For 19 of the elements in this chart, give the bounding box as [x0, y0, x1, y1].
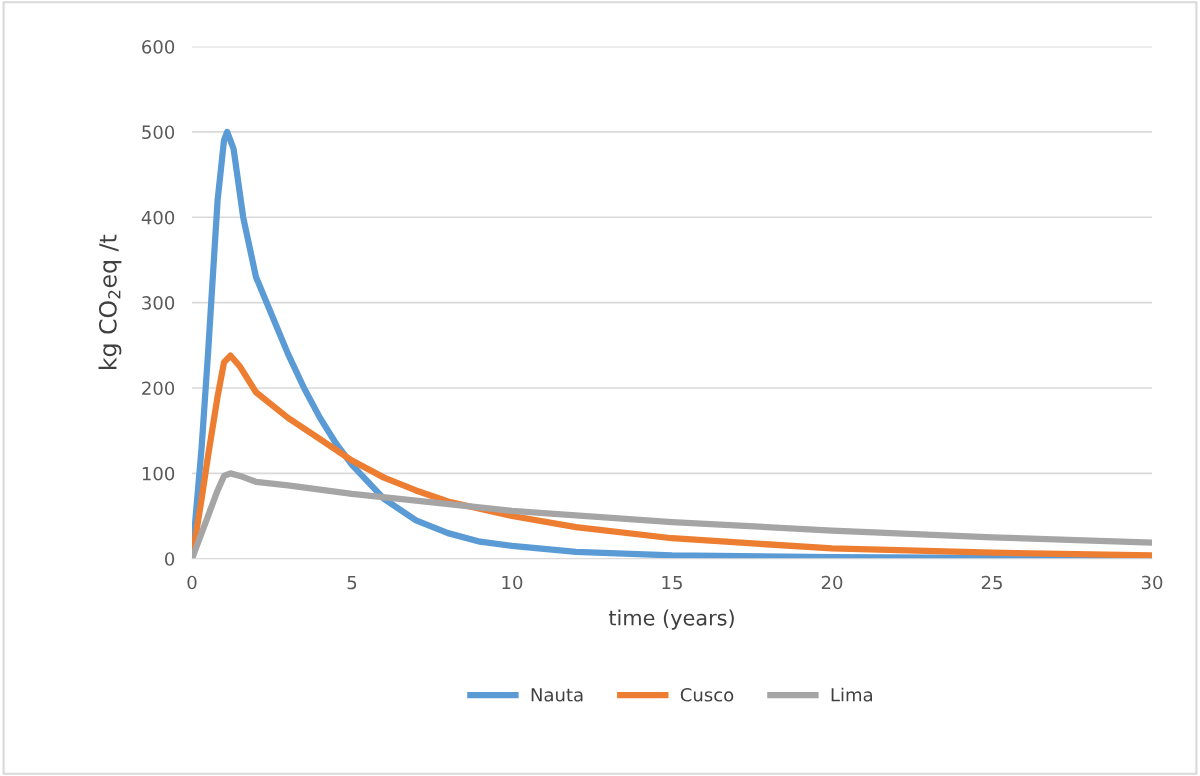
y-tick-label: 100 [142, 466, 175, 481]
y-tick-label: 0 [165, 552, 175, 566]
y-tick-label: 500 [142, 125, 175, 140]
x-tick-label: 5 [347, 575, 357, 590]
x-tick-label: 20 [821, 575, 843, 590]
x-tick-label: 25 [981, 575, 1002, 590]
legend-label: Nauta [531, 688, 583, 702]
legend-label: Lima [831, 687, 873, 702]
x-tick-label: 0 [187, 575, 197, 590]
y-axis-title: kg CO$_{2}$eq /t [98, 234, 122, 369]
y-tick-label: 600 [142, 40, 175, 54]
y-tick-label: 300 [142, 296, 175, 310]
legend-label: Cusco [680, 687, 734, 702]
x-tick-label: 10 [502, 575, 523, 590]
x-tick-label: 15 [662, 575, 682, 590]
y-tick-label: 200 [142, 381, 175, 396]
y-tick-label: 400 [141, 210, 175, 225]
x-axis-title: time (years) [608, 609, 734, 630]
x-tick-label: 30 [1141, 575, 1163, 590]
